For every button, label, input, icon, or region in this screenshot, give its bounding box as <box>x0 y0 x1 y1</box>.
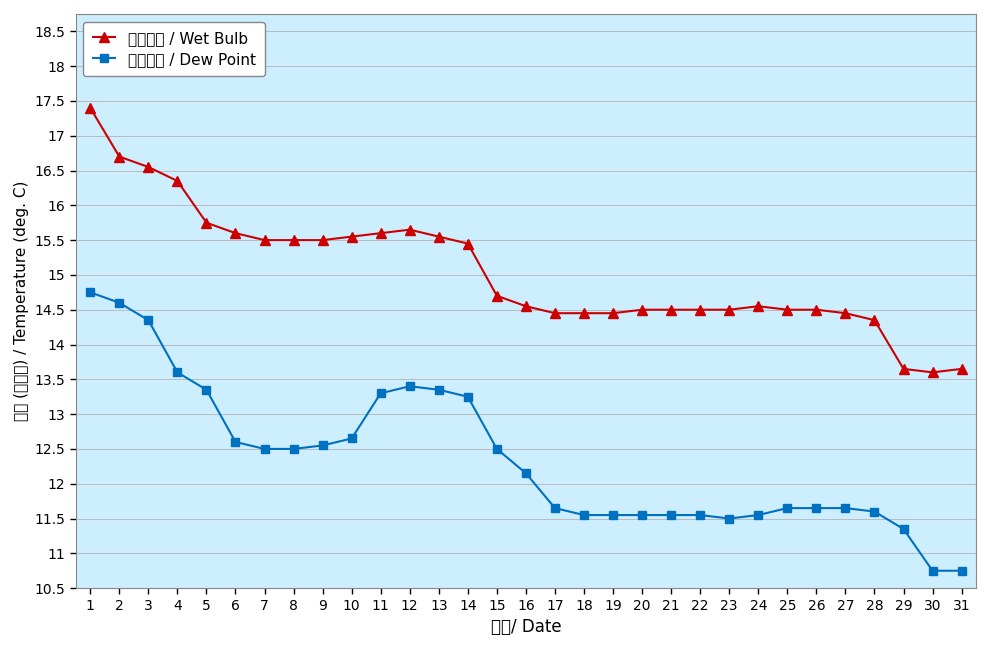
露點溫度 / Dew Point <box>143 317 154 324</box>
露點溫度 / Dew Point <box>288 445 300 453</box>
露點溫度 / Dew Point <box>927 567 939 575</box>
露點溫度 / Dew Point <box>752 511 764 519</box>
露點溫度 / Dew Point <box>84 289 96 296</box>
露點溫度 / Dew Point <box>462 393 474 400</box>
濕球溫度 / Wet Bulb <box>868 317 880 324</box>
Line: 濕球溫度 / Wet Bulb: 濕球溫度 / Wet Bulb <box>85 103 966 377</box>
濕球溫度 / Wet Bulb <box>201 219 213 227</box>
濕球溫度 / Wet Bulb <box>549 309 561 317</box>
露點溫度 / Dew Point <box>520 469 532 477</box>
濕球溫度 / Wet Bulb <box>317 236 329 244</box>
濕球溫度 / Wet Bulb <box>404 226 416 233</box>
濕球溫度 / Wet Bulb <box>171 177 183 185</box>
濕球溫度 / Wet Bulb <box>491 292 503 300</box>
露點溫度 / Dew Point <box>258 445 270 453</box>
露點溫度 / Dew Point <box>317 441 329 449</box>
濕球溫度 / Wet Bulb <box>258 236 270 244</box>
露點溫度 / Dew Point <box>840 504 851 512</box>
濕球溫度 / Wet Bulb <box>520 302 532 310</box>
濕球溫度 / Wet Bulb <box>781 306 793 313</box>
露點溫度 / Dew Point <box>114 299 126 307</box>
露點溫度 / Dew Point <box>607 511 619 519</box>
濕球溫度 / Wet Bulb <box>230 229 242 237</box>
濕球溫度 / Wet Bulb <box>288 236 300 244</box>
露點溫度 / Dew Point <box>781 504 793 512</box>
Legend: 濕球溫度 / Wet Bulb, 露點溫度 / Dew Point: 濕球溫度 / Wet Bulb, 露點溫度 / Dew Point <box>83 21 265 76</box>
濕球溫度 / Wet Bulb <box>462 240 474 248</box>
濕球溫度 / Wet Bulb <box>752 302 764 310</box>
露點溫度 / Dew Point <box>404 382 416 390</box>
濕球溫度 / Wet Bulb <box>898 365 910 373</box>
露點溫度 / Dew Point <box>375 389 387 397</box>
露點溫度 / Dew Point <box>868 508 880 515</box>
濕球溫度 / Wet Bulb <box>433 233 445 240</box>
濕球溫度 / Wet Bulb <box>375 229 387 237</box>
濕球溫度 / Wet Bulb <box>607 309 619 317</box>
露點溫度 / Dew Point <box>665 511 677 519</box>
露點溫度 / Dew Point <box>433 386 445 394</box>
濕球溫度 / Wet Bulb <box>143 163 154 171</box>
露點溫度 / Dew Point <box>637 511 648 519</box>
濕球溫度 / Wet Bulb <box>955 365 967 373</box>
露點溫度 / Dew Point <box>491 445 503 453</box>
露點溫度 / Dew Point <box>724 515 736 523</box>
露點溫度 / Dew Point <box>811 504 823 512</box>
濕球溫度 / Wet Bulb <box>578 309 590 317</box>
Line: 露點溫度 / Dew Point: 露點溫度 / Dew Point <box>86 288 966 575</box>
Y-axis label: 溫度 (攝氏度) / Temperature (deg. C): 溫度 (攝氏度) / Temperature (deg. C) <box>14 181 29 421</box>
濕球溫度 / Wet Bulb <box>114 153 126 161</box>
X-axis label: 日期/ Date: 日期/ Date <box>491 618 561 636</box>
露點溫度 / Dew Point <box>346 435 357 443</box>
濕球溫度 / Wet Bulb <box>637 306 648 313</box>
露點溫度 / Dew Point <box>578 511 590 519</box>
露點溫度 / Dew Point <box>955 567 967 575</box>
濕球溫度 / Wet Bulb <box>724 306 736 313</box>
露點溫度 / Dew Point <box>694 511 706 519</box>
露點溫度 / Dew Point <box>171 369 183 376</box>
濕球溫度 / Wet Bulb <box>840 309 851 317</box>
濕球溫度 / Wet Bulb <box>665 306 677 313</box>
濕球溫度 / Wet Bulb <box>346 233 357 240</box>
露點溫度 / Dew Point <box>549 504 561 512</box>
濕球溫度 / Wet Bulb <box>811 306 823 313</box>
露點溫度 / Dew Point <box>201 386 213 394</box>
濕球溫度 / Wet Bulb <box>84 104 96 112</box>
露點溫度 / Dew Point <box>230 438 242 446</box>
露點溫度 / Dew Point <box>898 525 910 533</box>
濕球溫度 / Wet Bulb <box>927 369 939 376</box>
濕球溫度 / Wet Bulb <box>694 306 706 313</box>
